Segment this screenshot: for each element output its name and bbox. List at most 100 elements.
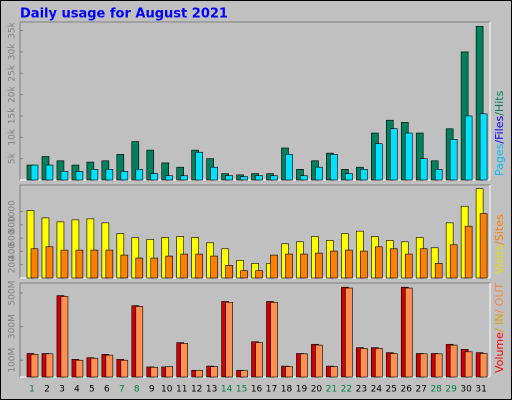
x-tick-label: 8 [134,385,140,395]
bar [105,249,114,279]
x-tick-label: 20 [311,385,323,395]
bar [345,249,353,279]
bar [90,169,99,181]
bar [255,270,263,279]
bar [475,25,484,181]
bar [120,359,129,378]
bar [180,175,188,181]
x-tick-label: 27 [415,385,426,395]
bar [389,128,398,181]
x-tick-label: 5 [89,385,95,395]
bar [210,366,218,378]
x-tick-label: 22 [341,385,352,395]
bar [105,169,114,181]
y-tick-label: 1000 [8,200,18,223]
bar [419,158,428,181]
legend-entry: Volume [493,332,506,373]
y-tick-label: 300M [8,314,18,339]
bar [135,169,144,181]
bar [415,132,424,181]
bar [479,353,488,378]
y-tick-label: 500M [8,281,18,306]
y-tick-label: 800 [8,216,18,233]
bar [180,343,188,378]
legend-entry: /Sites [493,214,506,245]
bar [404,253,413,279]
bar [434,169,443,181]
bar [116,154,125,181]
x-tick-label: 3 [59,385,65,395]
x-tick-label: 15 [236,385,247,395]
bar [60,296,69,378]
bar [45,164,54,181]
bar [449,139,458,181]
bar [105,354,114,378]
bar [285,366,293,378]
bar [90,357,99,378]
bar [90,249,99,279]
bar [270,302,278,378]
side-label: Pages/Files/Hits [493,90,506,176]
y-tick-label: 30k [8,43,18,60]
x-tick-label: 23 [356,385,367,395]
bar [360,250,368,279]
y-tick-label: 10k [8,128,18,145]
bar [270,254,278,279]
x-tick-label: 14 [221,385,233,395]
x-tick-label: 24 [371,385,383,395]
bar [285,154,293,181]
bar [345,173,353,181]
bar [360,348,368,378]
bar [131,237,140,279]
bar [330,366,338,378]
chart-title: Daily usage for August 2021 [20,7,228,22]
bar [60,249,69,279]
x-tick-label: 9 [149,385,155,395]
bar [30,248,39,279]
bar [195,369,203,378]
bar [45,246,54,279]
bar [479,113,488,181]
bar [449,244,458,279]
bar [75,249,84,279]
bar [150,173,159,181]
y-tick-label: 100M [8,348,18,373]
bar [131,141,140,181]
bar [146,149,155,181]
bar [236,260,244,279]
bar [165,366,174,378]
x-tick-label: 29 [445,385,457,395]
y-tick-label: 600 [8,229,18,246]
x-tick-label: 13 [206,385,217,395]
bar [30,354,39,378]
bar [449,344,458,378]
bar [150,257,159,279]
legend-entry: Visits [493,245,506,274]
bar [26,210,35,279]
bar [404,132,413,181]
bar [345,287,353,378]
bar [180,253,188,279]
bar [165,175,174,181]
x-tick-label: 30 [460,385,472,395]
bar [135,306,144,378]
x-tick-label: 26 [401,385,413,395]
bar [71,219,80,279]
x-tick-label: 16 [251,385,263,395]
y-tick-label: 15k [8,107,18,124]
bar [75,359,84,378]
bar [176,166,184,181]
bar [315,166,323,181]
bar [60,171,69,181]
bar [30,164,39,181]
bar [240,176,248,181]
legend-entry: /Files [493,116,506,144]
bar [300,253,308,279]
bar [225,302,233,378]
legend-entry: /Hits [493,90,506,115]
bar [375,246,383,279]
x-tick-label: 17 [266,385,277,395]
y-tick-label: 35k [8,21,18,38]
bar [135,257,144,279]
bar [75,171,84,181]
